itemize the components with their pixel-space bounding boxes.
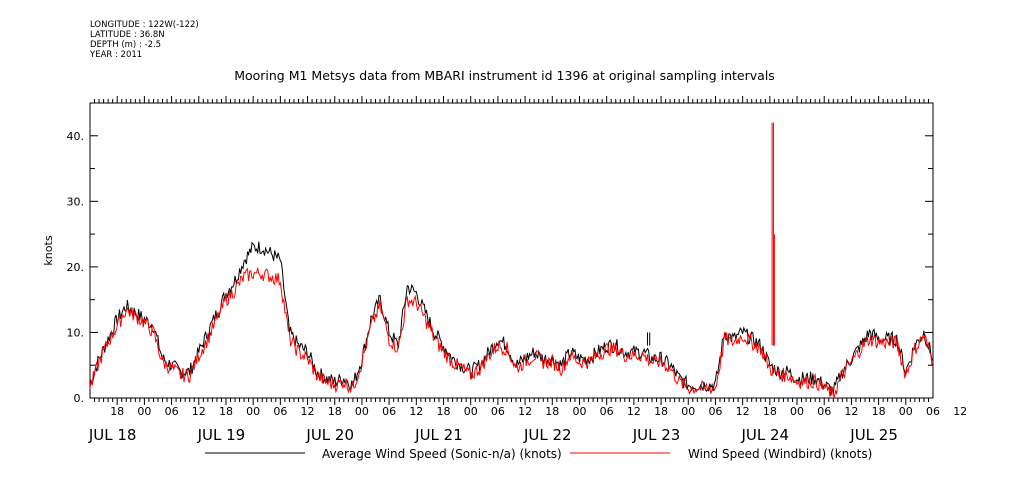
latitude-text: LATITUDE : 36.8N bbox=[90, 30, 165, 40]
x-hour-label: 06 bbox=[708, 405, 722, 418]
x-hour-label: 06 bbox=[491, 405, 505, 418]
y-tick-label: 30. bbox=[67, 195, 85, 208]
x-day-label: JUL 22 bbox=[523, 426, 572, 444]
x-hour-label: 12 bbox=[192, 405, 206, 418]
x-hour-label: 00 bbox=[246, 405, 260, 418]
x-hour-label: 00 bbox=[464, 405, 478, 418]
metadata-block: LONGITUDE : 122W(-122) LATITUDE : 36.8N … bbox=[90, 20, 199, 60]
x-day-label: JUL 23 bbox=[632, 426, 681, 444]
y-tick-label: 40. bbox=[67, 130, 85, 143]
x-hour-label: 00 bbox=[790, 405, 804, 418]
year-text: YEAR : 2011 bbox=[90, 50, 143, 60]
x-hour-label: 00 bbox=[572, 405, 586, 418]
legend-label-0: Average Wind Speed (Sonic-n/a) (knots) bbox=[322, 447, 562, 461]
x-hour-label: 12 bbox=[953, 405, 967, 418]
x-hour-label: 18 bbox=[219, 405, 233, 418]
x-hour-label: 12 bbox=[409, 405, 423, 418]
x-hour-label: 12 bbox=[736, 405, 750, 418]
x-hour-label: 18 bbox=[328, 405, 342, 418]
y-tick-label: 20. bbox=[67, 261, 85, 274]
x-hour-label: 18 bbox=[872, 405, 886, 418]
x-hour-label: 00 bbox=[899, 405, 913, 418]
x-day-label: JUL 24 bbox=[740, 426, 789, 444]
y-tick-label: 10. bbox=[67, 326, 85, 339]
legend-label-1: Wind Speed (Windbird) (knots) bbox=[688, 447, 872, 461]
x-day-label: JUL 18 bbox=[88, 426, 137, 444]
legend: Average Wind Speed (Sonic-n/a) (knots) Wi… bbox=[205, 447, 872, 461]
x-hour-label: 18 bbox=[763, 405, 777, 418]
plot-frame bbox=[89, 102, 934, 399]
series-line-1 bbox=[89, 267, 934, 398]
depth-text: DEPTH (m) : -2.5 bbox=[90, 40, 162, 50]
x-hour-label: 12 bbox=[844, 405, 858, 418]
x-hour-label: 06 bbox=[600, 405, 614, 418]
x-hour-label: 06 bbox=[273, 405, 287, 418]
x-hour-label: 06 bbox=[926, 405, 940, 418]
y-tick-label: 0. bbox=[74, 392, 85, 405]
x-hour-label: 18 bbox=[437, 405, 451, 418]
x-hour-label: 00 bbox=[681, 405, 695, 418]
x-hour-label: 12 bbox=[518, 405, 532, 418]
x-day-label: JUL 19 bbox=[197, 426, 246, 444]
x-hour-label: 12 bbox=[627, 405, 641, 418]
x-hour-label: 00 bbox=[137, 405, 151, 418]
x-day-label: JUL 21 bbox=[414, 426, 463, 444]
series-layer bbox=[89, 122, 934, 398]
plot-border bbox=[89, 102, 934, 399]
x-day-label: JUL 25 bbox=[849, 426, 898, 444]
x-day-label: JUL 20 bbox=[305, 426, 354, 444]
x-hour-label: 18 bbox=[654, 405, 668, 418]
chart-title: Mooring M1 Metsys data from MBARI instru… bbox=[234, 68, 775, 83]
longitude-text: LONGITUDE : 122W(-122) bbox=[90, 20, 199, 30]
x-hour-label: 06 bbox=[165, 405, 179, 418]
x-hour-label: 12 bbox=[301, 405, 315, 418]
x-hour-label: 18 bbox=[110, 405, 124, 418]
x-hour-label: 06 bbox=[817, 405, 831, 418]
x-hour-label: 18 bbox=[545, 405, 559, 418]
axis-layer: 0. 10. 20. 30. 40. knots 18 00 06 12 18 00 06 12 18 00 0… bbox=[42, 96, 967, 444]
x-hour-label: 06 bbox=[382, 405, 396, 418]
x-hour-label: 00 bbox=[355, 405, 369, 418]
y-axis-label: knots bbox=[42, 235, 55, 265]
